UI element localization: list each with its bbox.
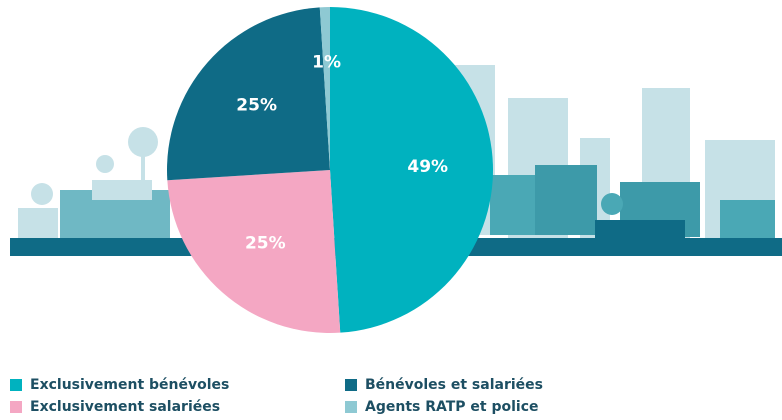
pie-slice xyxy=(167,7,330,181)
legend-label: Agents RATP et police xyxy=(365,399,539,415)
legend-swatch xyxy=(10,401,22,413)
slice-label: 1% xyxy=(312,52,341,72)
slice-label: 25% xyxy=(236,95,277,115)
pie-slice xyxy=(167,170,341,333)
legend-label: Exclusivement bénévoles xyxy=(30,377,229,393)
legend-swatch xyxy=(345,379,357,391)
legend-label: Bénévoles et salariées xyxy=(365,377,543,393)
legend-swatch xyxy=(345,401,357,413)
slice-label: 49% xyxy=(407,157,448,177)
legend-label: Exclusivement salariées xyxy=(30,399,220,415)
legend-swatch xyxy=(10,379,22,391)
pie-slice xyxy=(330,7,493,333)
pie-slice xyxy=(319,7,330,170)
slice-label: 25% xyxy=(245,233,286,253)
